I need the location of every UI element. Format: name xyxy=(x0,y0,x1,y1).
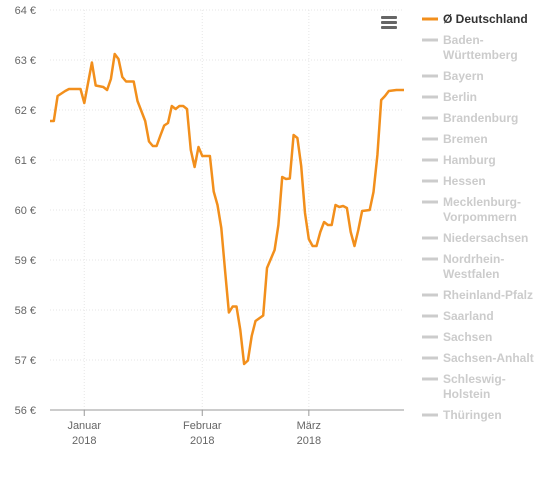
legend-label: Rheinland-Pfalz xyxy=(443,288,533,302)
legend-item[interactable]: Hamburg xyxy=(422,153,496,167)
legend-item[interactable]: Berlin xyxy=(422,90,477,104)
legend-label: Brandenburg xyxy=(443,111,518,125)
x-axis: Januar 2018 Februar 2018 März 2018 xyxy=(50,409,404,447)
y-tick-label: 59 € xyxy=(15,255,36,267)
series-line xyxy=(50,52,404,366)
y-tick-label: 58 € xyxy=(15,305,36,317)
hamburger-menu-icon xyxy=(381,16,397,29)
legend-item[interactable]: Sachsen xyxy=(422,330,492,344)
x-tick-label-year: 2018 xyxy=(297,435,321,447)
menu-button[interactable] xyxy=(376,10,402,34)
x-tick-label-month: März xyxy=(297,420,321,432)
legend-label: Niedersachsen xyxy=(443,231,528,245)
legend-item[interactable]: Schleswig-Holstein xyxy=(422,372,506,401)
legend-item[interactable]: Saarland xyxy=(422,309,494,323)
legend-label: Baden-Württemberg xyxy=(443,33,518,62)
y-tick-label: 61 € xyxy=(15,155,36,167)
x-tick-label-year: 2018 xyxy=(190,435,214,447)
grid-layer xyxy=(50,9,404,411)
series-layer xyxy=(50,52,404,366)
legend-label: Mecklenburg-Vorpommern xyxy=(443,195,521,224)
y-tick-label: 56 € xyxy=(15,405,36,417)
x-tick-label-month: Januar xyxy=(67,420,101,432)
legend-label: Berlin xyxy=(443,90,477,104)
legend-label: Nordrhein-Westfalen xyxy=(443,252,504,281)
y-tick-label: 60 € xyxy=(15,205,36,217)
legend-label: Hamburg xyxy=(443,153,496,167)
legend-item[interactable]: Niedersachsen xyxy=(422,231,528,245)
legend-item[interactable]: Baden-Württemberg xyxy=(422,33,518,62)
legend-item[interactable]: Ø Deutschland xyxy=(422,12,528,26)
legend-item[interactable]: Nordrhein-Westfalen xyxy=(422,252,504,281)
y-axis: 56 € 57 € 58 € 59 € 60 € 61 € 62 € 63 € 64 € xyxy=(15,5,36,417)
y-tick-label: 62 € xyxy=(15,105,36,117)
legend-label: Thüringen xyxy=(443,408,502,422)
legend-label: Sachsen xyxy=(443,330,492,344)
legend-item[interactable]: Rheinland-Pfalz xyxy=(422,288,533,302)
legend-label: Bremen xyxy=(443,132,488,146)
x-tick-label-year: 2018 xyxy=(72,435,96,447)
legend-item[interactable]: Bayern xyxy=(422,69,484,83)
legend-label: Saarland xyxy=(443,309,494,323)
y-tick-label: 64 € xyxy=(15,5,36,17)
legend-label: Schleswig-Holstein xyxy=(443,372,506,401)
legend-label: Bayern xyxy=(443,69,484,83)
y-tick-label: 63 € xyxy=(15,55,36,67)
legend: Ø Deutschland Baden-Württemberg Bayern Berl… xyxy=(422,12,534,422)
legend-item[interactable]: Thüringen xyxy=(422,408,502,422)
legend-item[interactable]: Mecklenburg-Vorpommern xyxy=(422,195,521,224)
legend-label: Ø Deutschland xyxy=(443,12,528,26)
legend-item[interactable]: Brandenburg xyxy=(422,111,518,125)
x-tick-label-month: Februar xyxy=(183,420,222,432)
legend-label: Sachsen-Anhalt xyxy=(443,351,534,365)
legend-item[interactable]: Bremen xyxy=(422,132,488,146)
legend-item[interactable]: Sachsen-Anhalt xyxy=(422,351,534,365)
y-tick-label: 57 € xyxy=(15,355,36,367)
legend-item[interactable]: Hessen xyxy=(422,174,486,188)
legend-label: Hessen xyxy=(443,174,486,188)
